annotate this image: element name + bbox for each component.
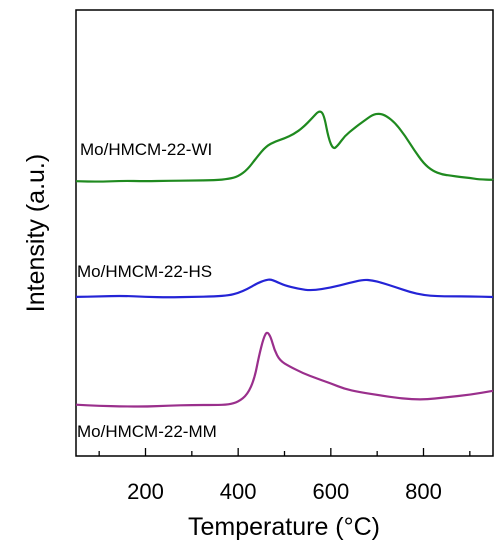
x-axis-ticks: 200 400 600 800 (98, 448, 471, 504)
y-axis-title: Intensity (a.u.) (22, 154, 50, 312)
series-labels: Mo/HMCM-22-WI Mo/HMCM-22-HS Mo/HMCM-22-MM (77, 140, 217, 441)
x-tick-label: 400 (220, 479, 257, 504)
x-axis-title: Temperature (°C) (188, 513, 380, 541)
series-layer (75, 110, 495, 408)
x-tick-label: 200 (127, 479, 164, 504)
series-label: Mo/HMCM-22-MM (77, 422, 217, 441)
x-tick-label: 600 (312, 479, 349, 504)
x-tick-label: 800 (405, 479, 442, 504)
plot-frame (75, 9, 494, 457)
series-line (75, 331, 494, 408)
series-label: Mo/HMCM-22-HS (77, 262, 212, 281)
series-line (75, 110, 495, 183)
series-line (75, 278, 494, 299)
series-label: Mo/HMCM-22-WI (80, 140, 212, 159)
